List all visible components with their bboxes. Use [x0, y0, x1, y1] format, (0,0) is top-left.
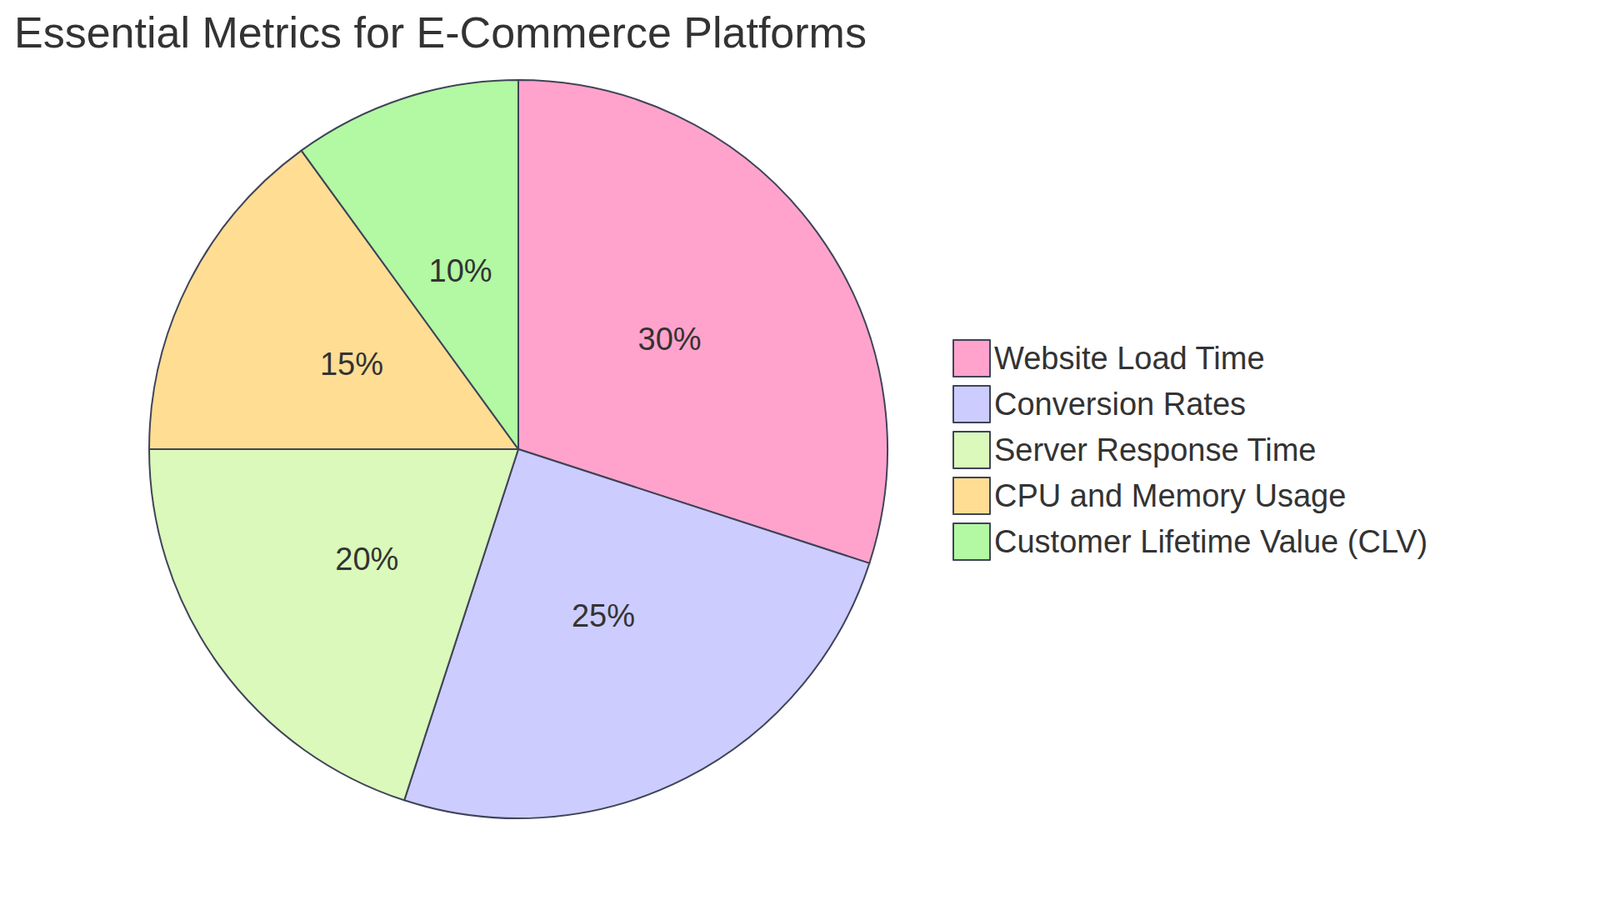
- svg-text:Server Response Time: Server Response Time: [994, 432, 1317, 468]
- svg-text:Conversion Rates: Conversion Rates: [994, 386, 1246, 422]
- svg-text:10%: 10%: [429, 253, 493, 289]
- svg-text:Website Load Time: Website Load Time: [994, 340, 1265, 376]
- svg-text:25%: 25%: [571, 598, 635, 634]
- svg-text:15%: 15%: [320, 346, 384, 382]
- svg-text:30%: 30%: [638, 321, 702, 357]
- svg-text:Customer Lifetime Value (CLV): Customer Lifetime Value (CLV): [994, 524, 1428, 560]
- svg-text:Essential Metrics for E-Commer: Essential Metrics for E-Commerce Platfor…: [14, 8, 867, 57]
- svg-text:20%: 20%: [335, 541, 399, 577]
- svg-text:CPU and Memory Usage: CPU and Memory Usage: [994, 478, 1346, 514]
